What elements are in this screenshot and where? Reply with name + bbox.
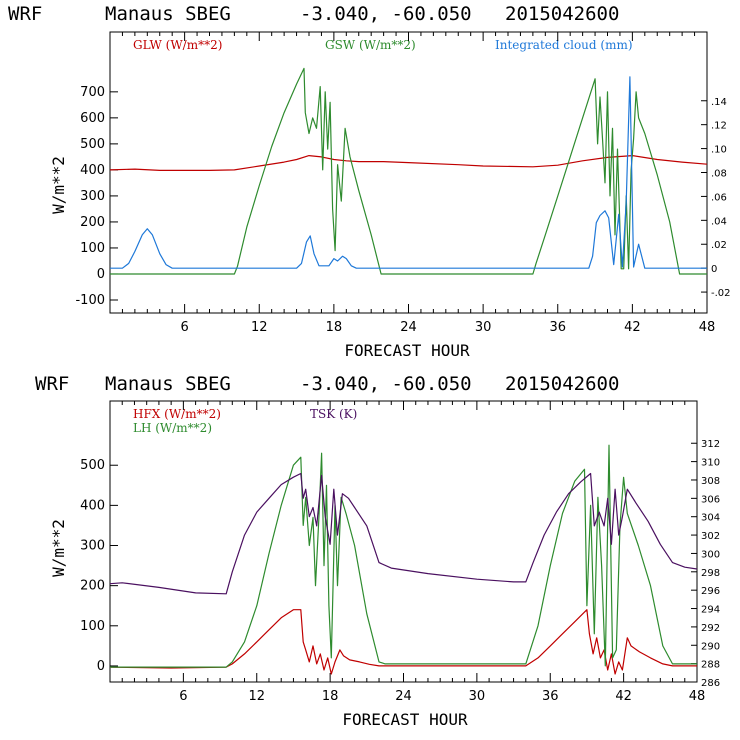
y2-tick-label: 298 bbox=[701, 568, 720, 579]
y2-tick-label: .02 bbox=[711, 240, 727, 251]
y2-tick-label: .08 bbox=[711, 169, 727, 180]
chart-2: WRF Manaus SBEG -3.040, -60.050 20150426… bbox=[35, 373, 720, 729]
y-tick-label: 400 bbox=[80, 498, 105, 513]
y-tick-label: 0 bbox=[97, 659, 105, 674]
chart-1: WRF Manaus SBEG -3.040, -60.050 20150426… bbox=[8, 3, 731, 360]
x-tick-label: 6 bbox=[179, 689, 187, 704]
series-line-integrated bbox=[110, 76, 707, 269]
x-tick-label: 30 bbox=[469, 689, 486, 704]
y2-tick-label: .12 bbox=[711, 121, 727, 132]
chart-1-plot-frame bbox=[109, 31, 708, 314]
chart-2-title-model: WRF bbox=[35, 373, 69, 395]
y2-tick-label: .06 bbox=[711, 192, 727, 203]
chart-1-legend-gsw: GSW (W/m**2) bbox=[325, 38, 416, 52]
chart-2-plot-frame bbox=[109, 400, 698, 683]
chart-2-x-axis-label: FORECAST HOUR bbox=[342, 710, 468, 729]
x-tick-label: 6 bbox=[180, 320, 188, 335]
x-tick-label: 24 bbox=[400, 320, 417, 335]
y2-tick-label: -.02 bbox=[711, 288, 731, 299]
y2-tick-label: .10 bbox=[711, 145, 727, 156]
chart-1-legend-cloud: Integrated cloud (mm) bbox=[495, 38, 633, 52]
y2-tick-label: 292 bbox=[701, 623, 720, 634]
chart-2-title-date: 2015042600 bbox=[505, 373, 619, 395]
chart-2-legend-hfx: HFX (W/m**2) bbox=[133, 407, 221, 421]
y-tick-label: 300 bbox=[80, 189, 105, 204]
y2-tick-label: 288 bbox=[701, 660, 720, 671]
x-tick-label: 48 bbox=[689, 689, 706, 704]
y-tick-label: 100 bbox=[80, 619, 105, 634]
y-tick-label: 500 bbox=[80, 458, 105, 473]
x-tick-label: 48 bbox=[699, 320, 716, 335]
y2-tick-label: 302 bbox=[701, 531, 720, 542]
y2-tick-label: 286 bbox=[701, 678, 720, 689]
x-tick-label: 18 bbox=[322, 689, 339, 704]
chart-1-title-coords: -3.040, -60.050 bbox=[300, 3, 472, 25]
y-tick-label: 0 bbox=[97, 267, 105, 282]
y2-tick-label: 306 bbox=[701, 494, 720, 505]
x-tick-label: 30 bbox=[475, 320, 492, 335]
chart-2-legend-lh: LH (W/m**2) bbox=[133, 421, 212, 435]
y-tick-label: 300 bbox=[80, 539, 105, 554]
y2-tick-label: 290 bbox=[701, 641, 720, 652]
chart-1-x-axis-label: FORECAST HOUR bbox=[344, 341, 470, 360]
x-tick-label: 36 bbox=[542, 689, 559, 704]
y-tick-label: -100 bbox=[75, 293, 105, 308]
x-tick-label: 12 bbox=[251, 320, 268, 335]
y-tick-label: 400 bbox=[80, 163, 105, 178]
series-line-hfx bbox=[109, 609, 697, 675]
y2-tick-label: 296 bbox=[701, 586, 720, 597]
series-line-tsk bbox=[109, 472, 698, 595]
x-tick-label: 24 bbox=[395, 689, 412, 704]
chart-2-y-axis-label: W/m**2 bbox=[49, 519, 68, 577]
y-tick-label: 100 bbox=[80, 241, 105, 256]
y2-tick-label: 312 bbox=[701, 439, 720, 450]
x-tick-label: 18 bbox=[326, 320, 343, 335]
chart-2-title-coords: -3.040, -60.050 bbox=[300, 373, 472, 395]
y-tick-label: 200 bbox=[80, 215, 105, 230]
chart-1-y-axis-label: W/m**2 bbox=[49, 156, 68, 214]
x-tick-label: 36 bbox=[549, 320, 566, 335]
chart-1-title-date: 2015042600 bbox=[505, 3, 619, 25]
chart-1-legend-glw: GLW (W/m**2) bbox=[133, 38, 222, 52]
y2-tick-label: 0 bbox=[711, 264, 717, 275]
chart-2-title-station: Manaus SBEG bbox=[105, 373, 231, 395]
series-line-lh bbox=[110, 444, 697, 668]
chart-1-title-station: Manaus SBEG bbox=[105, 3, 231, 25]
chart-2-legend-tsk: TSK (K) bbox=[310, 407, 357, 421]
y-tick-label: 600 bbox=[80, 111, 105, 126]
y2-tick-label: 310 bbox=[701, 458, 720, 469]
y2-tick-label: 308 bbox=[701, 476, 720, 487]
y-tick-label: 200 bbox=[80, 579, 105, 594]
x-tick-label: 12 bbox=[248, 689, 265, 704]
x-tick-label: 42 bbox=[615, 689, 632, 704]
y2-tick-label: 304 bbox=[701, 513, 720, 524]
y-tick-label: 700 bbox=[80, 85, 105, 100]
chart-1-title-model: WRF bbox=[8, 3, 42, 25]
series-line-gsw bbox=[110, 67, 707, 275]
series-line-glw bbox=[109, 155, 708, 171]
x-tick-label: 42 bbox=[624, 320, 641, 335]
y2-tick-label: .14 bbox=[711, 97, 727, 108]
y2-tick-label: .04 bbox=[711, 216, 727, 227]
y2-tick-label: 294 bbox=[701, 605, 720, 616]
y2-tick-label: 300 bbox=[701, 549, 720, 560]
y-tick-label: 500 bbox=[80, 137, 105, 152]
